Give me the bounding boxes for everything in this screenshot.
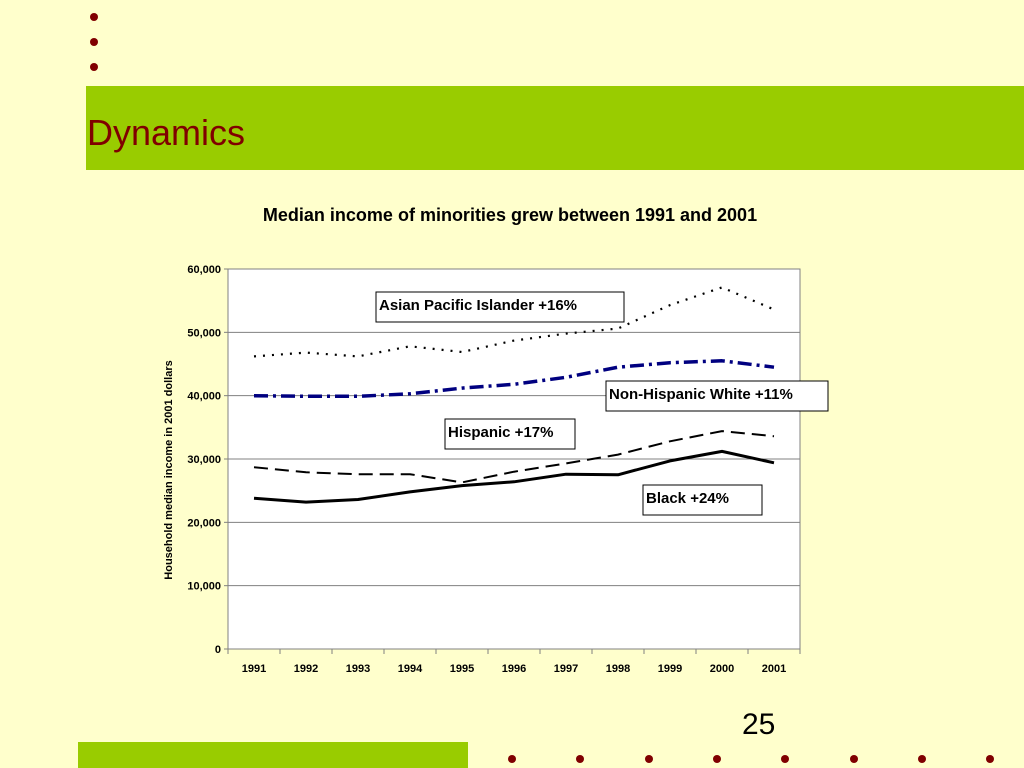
footer-band xyxy=(78,742,468,768)
x-tick-label: 1992 xyxy=(294,663,318,675)
y-tick-label: 30,000 xyxy=(187,454,221,466)
x-tick-label: 1997 xyxy=(554,663,578,675)
bullet-dot xyxy=(508,755,516,763)
x-tick-label: 1996 xyxy=(502,663,526,675)
x-tick-label: 1991 xyxy=(242,663,266,675)
y-tick-label: 40,000 xyxy=(187,391,221,403)
series-label: Black +24% xyxy=(646,490,729,507)
chart-title: Median income of minorities grew between… xyxy=(262,205,758,225)
bullet-dot xyxy=(781,755,789,763)
y-tick-label: 20,000 xyxy=(187,517,221,529)
bullet-dot xyxy=(850,755,858,763)
y-axis-label: Household median income in 2001 dollars xyxy=(163,360,175,579)
series-line xyxy=(253,430,775,484)
x-tick-label: 1995 xyxy=(450,663,474,675)
title-band xyxy=(86,86,1024,170)
x-tick-label: 1999 xyxy=(658,663,682,675)
x-tick-label: 1998 xyxy=(606,663,630,675)
bullet-dot xyxy=(90,13,98,21)
series-label-box xyxy=(444,418,576,450)
bullet-dot xyxy=(645,755,653,763)
y-tick-label: 0 xyxy=(215,644,221,656)
y-tick-label: 50,000 xyxy=(187,327,221,339)
page-number: 25 xyxy=(742,708,776,741)
bullet-dot xyxy=(713,755,721,763)
series-line xyxy=(253,449,775,504)
bullet-dot xyxy=(986,755,994,763)
slide-title: Dynamics xyxy=(87,112,246,153)
bullet-dot xyxy=(90,63,98,71)
series-label: Hispanic +17% xyxy=(448,424,553,441)
bullet-dot xyxy=(576,755,584,763)
series-label-box xyxy=(605,380,829,412)
bullet-dot xyxy=(90,38,98,46)
bullet-dot xyxy=(918,755,926,763)
series-line xyxy=(253,286,775,358)
x-tick-label: 1994 xyxy=(398,663,423,675)
series-label-box xyxy=(642,484,763,516)
series-label-box xyxy=(375,291,625,323)
series-label: Asian Pacific Islander +16% xyxy=(379,297,577,314)
y-tick-label: 10,000 xyxy=(187,581,221,593)
x-tick-label: 1993 xyxy=(346,663,370,675)
x-tick-label: 2000 xyxy=(710,663,734,675)
x-tick-label: 2001 xyxy=(762,663,786,675)
series-label: Non-Hispanic White +11% xyxy=(609,386,793,403)
series-line xyxy=(253,359,775,399)
y-tick-label: 60,000 xyxy=(187,264,221,276)
